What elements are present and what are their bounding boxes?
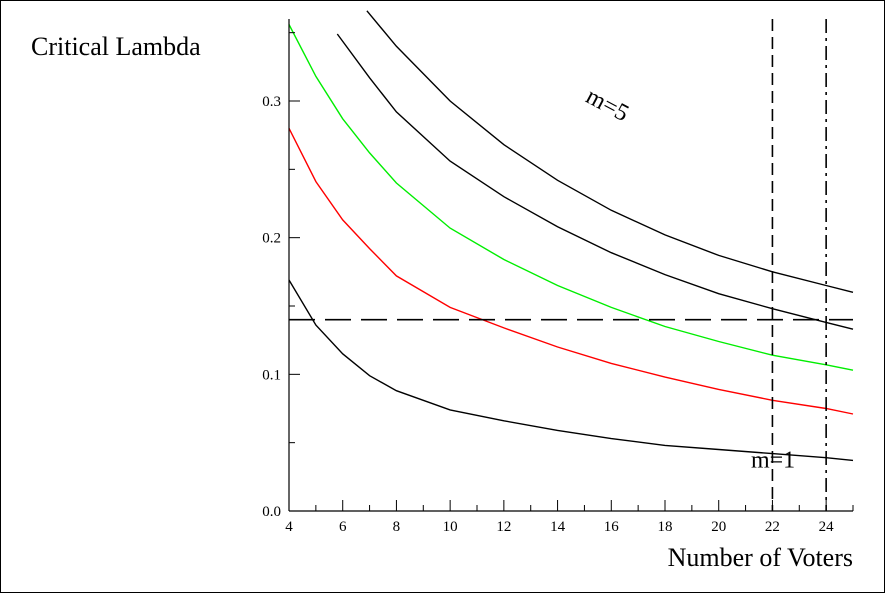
y-tick-label: 0.2 — [262, 231, 281, 247]
x-tick-label: 20 — [711, 519, 726, 535]
x-axis-title: Number of Voters — [668, 543, 853, 572]
annotation-label-2: m=1 — [751, 447, 795, 473]
axes-layer: 4 6 8 10 12 14 16 18 20 22 24 0.0 0.1 0.2 0.3 — [262, 19, 854, 535]
x-tick-label: 22 — [765, 519, 780, 535]
y-tick-label: 0.0 — [262, 504, 281, 520]
x-tick-label: 6 — [339, 519, 347, 535]
series-line-4 — [336, 33, 854, 330]
x-tick-label: 18 — [658, 519, 673, 535]
annotations-layer: m=5 m=1 — [582, 83, 796, 473]
x-tick-label: 10 — [443, 519, 458, 535]
x-tick-label: 8 — [393, 519, 401, 535]
y-tick-label: 0.1 — [262, 367, 281, 383]
x-tick-label: 12 — [496, 519, 511, 535]
x-tick-label: 24 — [819, 519, 835, 535]
x-tick-label: 4 — [285, 519, 293, 535]
x-tick-label: 16 — [604, 519, 620, 535]
series-line-1 — [288, 279, 854, 462]
reference-lines-layer — [289, 19, 853, 511]
series-line-2 — [288, 127, 854, 415]
series-line-5 — [366, 10, 854, 293]
series-line-3 — [288, 24, 854, 371]
x-tick-label: 14 — [550, 519, 566, 535]
series-layer — [288, 10, 854, 462]
y-axis-title: Critical Lambda — [31, 32, 201, 61]
y-tick-label: 0.3 — [262, 94, 281, 110]
annotation-label-1: m=5 — [582, 83, 633, 127]
